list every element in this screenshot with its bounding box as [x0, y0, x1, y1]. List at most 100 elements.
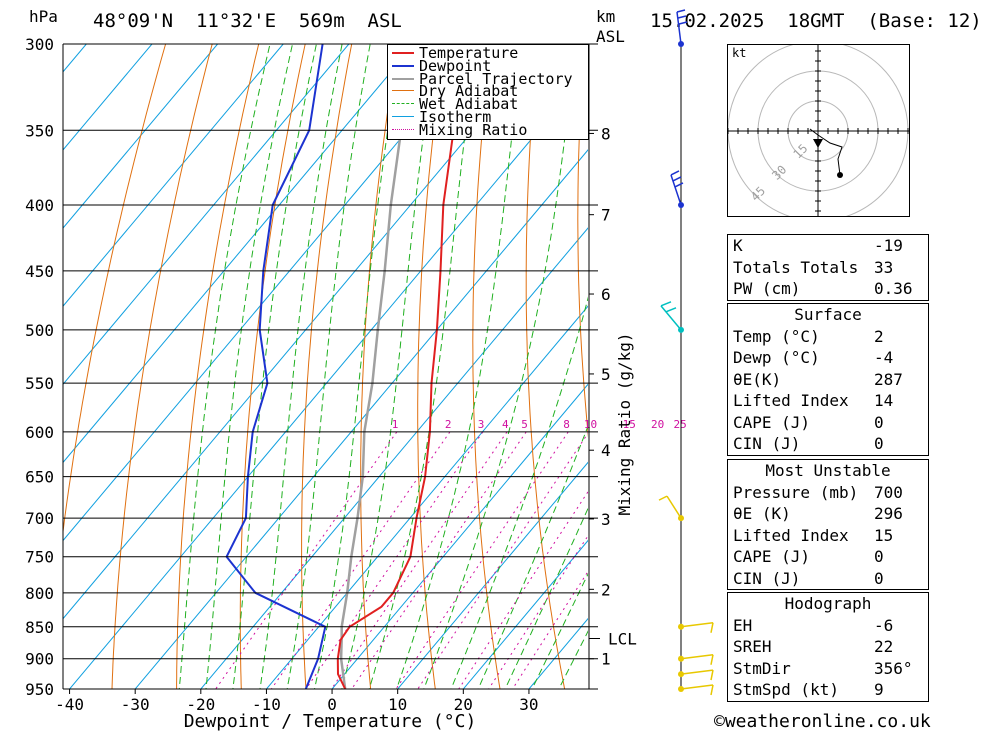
legend-label: Temperature	[419, 44, 519, 62]
table-title: Hodograph	[784, 594, 872, 613]
temperature-tick-label: 10	[388, 695, 407, 714]
index-label: θE (K)	[733, 504, 791, 523]
hodograph-ring-label: 30	[769, 162, 789, 182]
index-value: 0	[874, 568, 884, 588]
legend-swatch	[392, 128, 414, 130]
dry-adiabat-line	[628, 44, 696, 695]
location-label: 48°09'N 11°32'E 569m ASL	[93, 10, 402, 32]
hodograph-ring-label: 15	[790, 141, 810, 161]
index-value: 0	[874, 412, 884, 432]
index-value: 700	[874, 482, 903, 502]
chart-legend: Temperature Dewpoint Parcel Trajectory Dry …	[387, 44, 589, 140]
index-row: θE(K) 287	[728, 369, 928, 391]
wet-adiabat-line	[178, 44, 271, 689]
temperature-line	[336, 44, 468, 689]
pressure-tick-label: 800	[25, 584, 54, 603]
km-tick-label: 6	[601, 285, 611, 304]
legend-item: Dry Adiabat	[388, 82, 588, 101]
wet-adiabat-line	[259, 44, 343, 689]
index-label: Lifted Index	[733, 391, 849, 410]
dewpoint-line	[225, 44, 327, 689]
index-row: θE (K) 296	[728, 503, 928, 525]
legend-label: Mixing Ratio	[419, 120, 528, 139]
index-value: 356°	[874, 658, 913, 678]
wet-adiabat-line	[205, 44, 293, 689]
index-label: EH	[733, 615, 753, 635]
table-title: Most Unstable	[765, 461, 891, 480]
dry-adiabat-line	[417, 44, 446, 689]
index-value: 2	[874, 326, 884, 346]
index-value: 9	[874, 680, 884, 699]
pressure-tick-label: 850	[25, 618, 54, 637]
index-value: 0	[874, 434, 884, 453]
wind-barb-flag	[674, 182, 684, 188]
pressure-tick-label: 300	[25, 35, 54, 54]
isotherm-line	[265, 305, 588, 689]
index-row: StmDir 356°	[728, 658, 928, 680]
wind-level-dot	[678, 623, 684, 630]
legend-item: Isotherm	[388, 108, 588, 126]
dry-adiabat-line	[472, 44, 501, 689]
index-row: Lifted Index 14	[728, 390, 928, 412]
wind-level-dot	[678, 515, 684, 522]
legend-swatch	[392, 52, 414, 54]
wind-level-dot	[678, 326, 684, 333]
km-tick-label: 2	[601, 580, 611, 599]
asl-label: ASL	[596, 27, 625, 46]
wind-barb-flag	[677, 15, 687, 19]
wind-barb-flag	[672, 176, 682, 182]
index-label: CAPE (J)	[733, 412, 811, 432]
legend-swatch	[392, 103, 414, 105]
wind-barb-flag	[676, 9, 686, 13]
isotherm-line	[63, 44, 415, 464]
most-unstable-table: Most Unstable Pressure (mb) 700 θE (K) 296 Li…	[727, 459, 929, 590]
temperature-tick-label: -20	[186, 695, 215, 714]
isotherm-line	[63, 44, 547, 620]
wind-barb-flag	[710, 684, 714, 696]
pressure-tick-label: 400	[25, 196, 54, 215]
wind-level-dot	[678, 686, 684, 692]
mixing-ratio-label: 5	[521, 418, 528, 431]
mixing-ratio-label: 8	[563, 418, 570, 431]
isotherm-line	[63, 44, 481, 542]
hodograph-panel: 15 30 45 kt	[727, 44, 910, 217]
dry-adiabat-line	[525, 44, 566, 689]
wet-adiabat-line	[477, 424, 588, 689]
index-value: 0.36	[874, 279, 913, 298]
pressure-unit-label: hPa	[29, 7, 58, 26]
km-tick-label: 4	[601, 441, 611, 460]
pressure-tick-label: 900	[25, 650, 54, 669]
km-tick-label: 8	[601, 124, 611, 143]
index-label: CIN (J)	[733, 568, 801, 588]
dry-adiabat-line	[360, 44, 399, 689]
wind-barb	[680, 669, 714, 675]
wind-level-dot	[678, 655, 684, 662]
isotherm-line	[63, 44, 350, 386]
index-row: EH -6	[728, 615, 928, 637]
index-row: K -19	[728, 235, 928, 257]
index-value: 296	[874, 504, 903, 523]
x-axis-title: Dewpoint / Temperature (°C)	[184, 711, 477, 732]
index-value: 15	[874, 525, 894, 545]
wind-barb-flag	[710, 622, 714, 633]
index-label: Dewp (°C)	[733, 348, 820, 367]
legend-swatch	[392, 77, 414, 80]
index-row: SREH 22	[728, 636, 928, 658]
index-value: -4	[874, 348, 894, 367]
wet-adiabat-line	[423, 44, 577, 689]
index-label: CAPE (J)	[733, 547, 811, 566]
parcel-trajectory-line	[339, 44, 416, 689]
index-value: 287	[874, 369, 903, 389]
hodograph-table: Hodograph EH -6 SREH 22 StmDir 356° StmSpd (kt)…	[727, 592, 929, 702]
index-label: Temp (°C)	[733, 326, 820, 346]
isotherm-line	[68, 71, 588, 689]
mixing-ratio-line	[305, 431, 484, 689]
legend-label: Dry Adiabat	[419, 82, 519, 101]
wind-barb-flag	[670, 170, 680, 176]
temperature-tick-label: -40	[55, 695, 84, 714]
indices-top-table: K -19 Totals Totals 33 PW (cm) 0.36	[727, 234, 929, 301]
temperature-tick-label: 0	[327, 695, 337, 714]
index-row: Temp (°C) 2	[728, 326, 928, 348]
temperature-tick-label: -10	[252, 695, 281, 714]
